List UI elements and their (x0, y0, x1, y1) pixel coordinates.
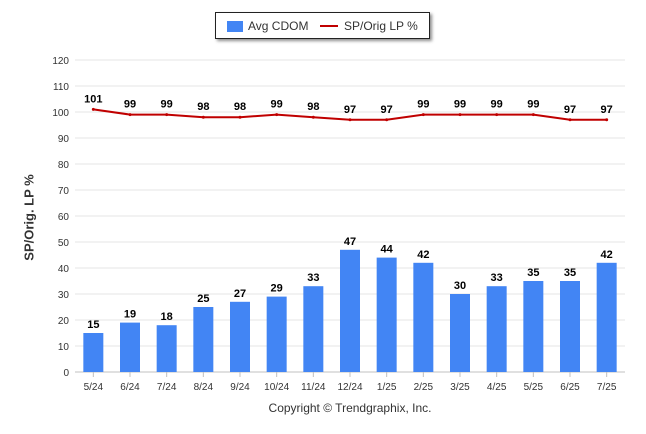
legend-bar-swatch (227, 20, 243, 32)
x-tick-label: 1/25 (377, 382, 397, 393)
bar-data-label: 42 (601, 249, 613, 261)
line-point (568, 118, 572, 122)
x-tick-label: 11/24 (301, 382, 326, 393)
bar (560, 281, 580, 372)
bar-data-label: 29 (271, 283, 283, 295)
x-tick-label: 2/25 (414, 382, 434, 393)
legend-line-label: SP/Orig LP % (344, 19, 418, 33)
bar (413, 262, 434, 372)
y-tick-label: 120 (52, 56, 69, 67)
line-data-label: 98 (307, 101, 319, 113)
y-tick-label: 100 (52, 108, 69, 119)
x-tick-label: 8/24 (194, 382, 214, 393)
x-tick-label: 10/24 (264, 382, 289, 393)
bar (230, 301, 250, 372)
line-point (311, 115, 315, 119)
line-point (128, 113, 132, 117)
line-data-label: 98 (197, 101, 209, 113)
line-point (201, 115, 205, 119)
bar-data-label: 35 (527, 267, 539, 279)
x-tick-label: 5/24 (84, 382, 104, 393)
legend-item-bar[interactable]: Avg CDOM (227, 19, 308, 33)
y-tick-label: 110 (53, 82, 69, 93)
y-tick-label: 80 (58, 160, 70, 171)
bar-data-label: 27 (234, 288, 246, 300)
bar-data-label: 33 (307, 272, 319, 284)
x-tick-label: 7/24 (157, 382, 177, 393)
x-tick-label: 5/25 (524, 382, 544, 393)
bar (486, 286, 507, 372)
y-tick-label: 0 (63, 368, 69, 379)
line-data-label: 97 (344, 104, 356, 116)
bar-data-label: 19 (124, 309, 136, 321)
x-tick-label: 4/25 (487, 382, 507, 393)
y-tick-label: 30 (58, 290, 70, 301)
line-point (531, 113, 535, 117)
line-data-label: 97 (564, 104, 576, 116)
copyright-footer: Copyright © Trendgraphix, Inc. (268, 401, 432, 415)
bar (450, 294, 470, 372)
line-point (91, 107, 95, 111)
line-point (458, 113, 462, 117)
bar-data-label: 33 (491, 272, 503, 284)
y-tick-label: 70 (58, 186, 70, 197)
bar-data-label: 35 (564, 267, 576, 279)
bar (303, 286, 324, 372)
line-point (165, 113, 169, 117)
line-point (275, 113, 279, 117)
bar (340, 249, 360, 372)
bar-data-label: 15 (87, 319, 99, 331)
line-data-label: 99 (491, 99, 503, 111)
line-data-label: 99 (527, 99, 539, 111)
line-data-label: 99 (271, 99, 283, 111)
x-tick-label: 9/24 (230, 382, 250, 393)
bar-data-label: 47 (344, 236, 356, 248)
y-tick-label: 50 (58, 238, 70, 249)
y-tick-label: 20 (58, 316, 70, 327)
line-data-label: 101 (84, 93, 102, 105)
bar (596, 262, 617, 372)
y-tick-label: 10 (58, 342, 70, 353)
line-data-label: 99 (161, 99, 173, 111)
bar-data-label: 25 (197, 293, 209, 305)
line-data-label: 99 (417, 99, 429, 111)
line-data-label: 98 (234, 101, 246, 113)
bar (83, 333, 104, 372)
line-point (605, 118, 609, 122)
line-data-label: 97 (381, 104, 393, 116)
bar (193, 307, 214, 372)
legend-bar-label: Avg CDOM (248, 19, 309, 33)
x-tick-label: 6/24 (120, 382, 140, 393)
y-tick-label: 90 (58, 134, 70, 145)
bar-data-label: 42 (417, 249, 429, 261)
bar-data-label: 30 (454, 280, 466, 292)
bar (523, 281, 544, 372)
y-axis-label: SP/Orig. LP % (21, 174, 37, 261)
line-point (348, 118, 352, 122)
x-tick-label: 3/25 (450, 382, 470, 393)
line-data-label: 99 (454, 99, 466, 111)
line-data-label: 99 (124, 99, 136, 111)
legend-item-line[interactable]: SP/Orig LP % (320, 19, 418, 33)
bar (266, 296, 287, 372)
line-point (421, 113, 425, 117)
y-tick-label: 60 (58, 212, 70, 223)
legend: Avg CDOM SP/Orig LP % (215, 12, 430, 39)
x-tick-label: 6/25 (560, 382, 580, 393)
line-point (238, 115, 242, 119)
bar (120, 322, 140, 372)
line-point (385, 118, 389, 122)
x-tick-label: 7/25 (597, 382, 617, 393)
line-data-label: 97 (601, 104, 613, 116)
bar-data-label: 44 (381, 244, 394, 256)
x-tick-label: 12/24 (337, 382, 362, 393)
bar (376, 257, 397, 372)
legend-line-swatch (320, 25, 338, 27)
line-point (495, 113, 499, 117)
bar (156, 325, 177, 372)
y-tick-label: 40 (58, 264, 70, 275)
bar-data-label: 18 (161, 311, 173, 323)
